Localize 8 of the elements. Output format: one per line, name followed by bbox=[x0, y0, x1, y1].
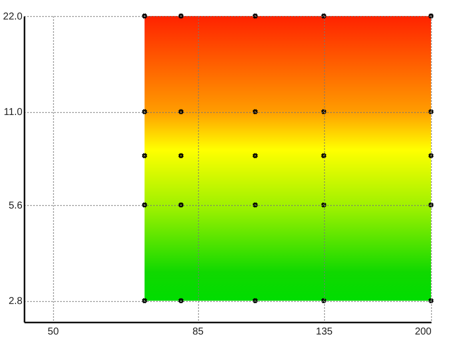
y-tick-label: 11.0 bbox=[4, 107, 23, 118]
x-tick-label: 135 bbox=[316, 326, 334, 337]
y-tick-label: 22.0 bbox=[3, 12, 23, 22]
x-tick-label: 85 bbox=[192, 326, 204, 337]
y-tick-label: 2.8 bbox=[8, 296, 23, 308]
y-tick-label: 5.6 bbox=[8, 200, 23, 212]
x-tick-label: 50 bbox=[48, 326, 60, 337]
x-tick-label: 200 bbox=[414, 326, 432, 337]
